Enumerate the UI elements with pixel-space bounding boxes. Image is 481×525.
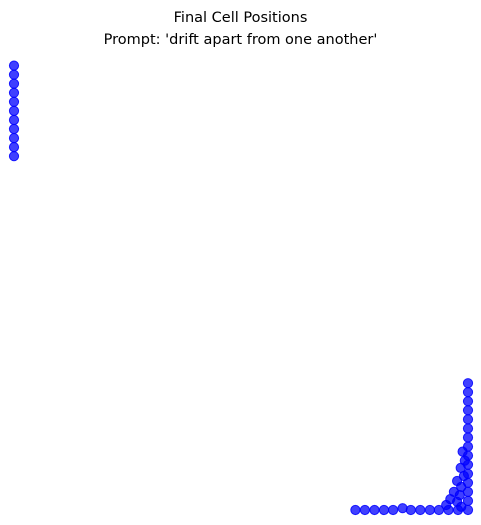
cell-point-29 bbox=[458, 470, 469, 482]
cell-point-43 bbox=[397, 503, 408, 514]
cell-point-9 bbox=[8, 142, 20, 153]
cell-point-12 bbox=[462, 387, 474, 398]
cell-point-6 bbox=[8, 114, 20, 126]
cell-point-10 bbox=[8, 151, 20, 162]
cell-point-16 bbox=[462, 423, 474, 434]
cell-point-14 bbox=[462, 405, 474, 416]
cell-point-26 bbox=[457, 446, 468, 457]
cell-point-49 bbox=[452, 504, 464, 516]
chart-title: Final Cell Positions bbox=[174, 10, 308, 26]
cell-point-41 bbox=[378, 504, 390, 516]
chart-subtitle: Prompt: 'drift apart from one another' bbox=[104, 32, 378, 48]
cell-point-45 bbox=[415, 504, 426, 516]
cell-point-48 bbox=[443, 504, 454, 516]
cell-point-5 bbox=[8, 105, 20, 117]
data-points-layer bbox=[8, 60, 474, 516]
cell-point-1 bbox=[8, 69, 20, 80]
cell-point-3 bbox=[8, 87, 20, 98]
cell-point-13 bbox=[462, 396, 474, 407]
cell-point-40 bbox=[369, 504, 380, 516]
cell-point-44 bbox=[405, 504, 416, 516]
cell-point-7 bbox=[8, 123, 20, 135]
cell-point-39 bbox=[359, 504, 370, 516]
cell-point-11 bbox=[462, 378, 474, 389]
cell-point-2 bbox=[8, 78, 20, 89]
cell-point-46 bbox=[424, 504, 435, 516]
cell-point-8 bbox=[8, 133, 20, 144]
cell-point-17 bbox=[462, 432, 474, 443]
cell-point-42 bbox=[388, 504, 399, 516]
cell-point-0 bbox=[8, 60, 20, 71]
cell-point-15 bbox=[462, 414, 474, 425]
cell-point-47 bbox=[433, 504, 444, 516]
cell-point-38 bbox=[350, 504, 361, 516]
cell-point-4 bbox=[8, 96, 20, 107]
